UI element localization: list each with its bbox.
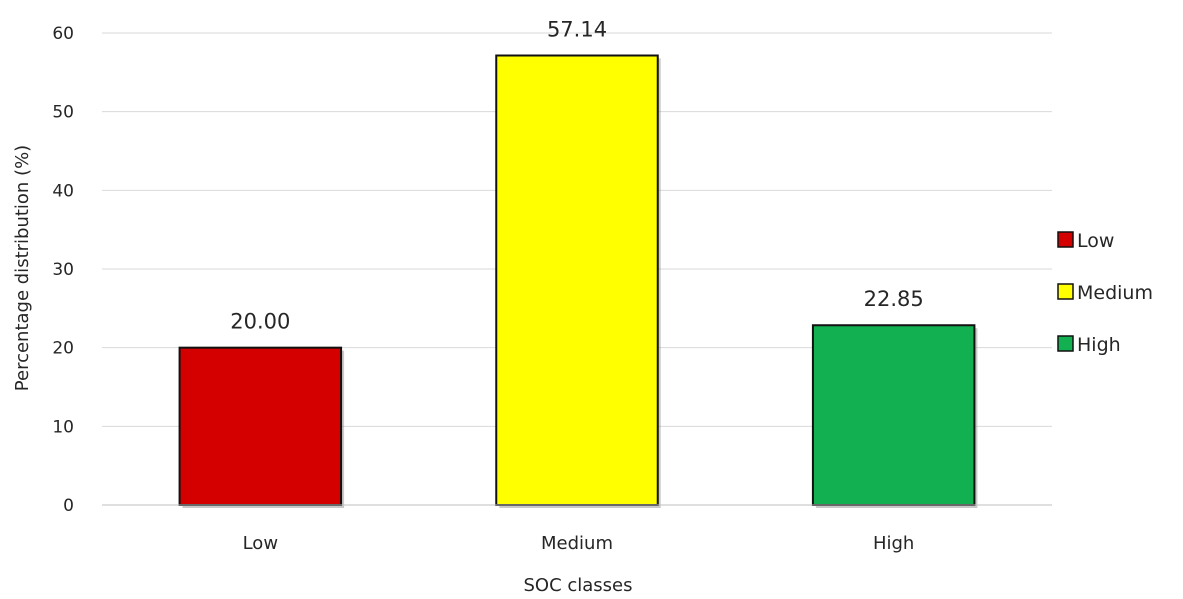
x-axis-categories: Low Medium High [243,533,915,554]
legend-swatch-low [1057,231,1074,248]
data-label-high: 22.85 [864,287,924,311]
legend-label-medium: Medium [1077,282,1153,304]
y-tick-label: 10 [52,417,74,437]
bar-low [178,346,343,506]
legend-label-low: Low [1077,230,1114,252]
y-tick-label: 20 [52,339,74,359]
y-tick-label: 0 [63,496,74,516]
bar-high [811,324,976,506]
x-tick-label-high: High [873,533,914,554]
y-tick-label: 60 [52,24,74,44]
data-labels: 20.00 57.14 22.85 [230,17,923,333]
y-axis-title: Percentage distribution (%) [12,145,33,391]
legend-label-high: High [1077,334,1121,356]
legend-swatch-medium [1057,283,1074,300]
x-tick-label-low: Low [243,533,278,554]
y-tick-label: 50 [52,103,74,123]
bar-medium [495,54,659,507]
legend: Low Medium High [1057,230,1153,356]
x-tick-label-medium: Medium [541,533,613,554]
y-tick-label: 30 [52,260,74,280]
legend-swatch-high [1057,335,1074,352]
bars [178,54,978,509]
y-axis-ticks: 0 10 20 30 40 50 60 [52,24,74,516]
data-label-low: 20.00 [230,310,290,334]
y-tick-label: 40 [52,181,74,201]
x-axis-title: SOC classes [523,575,632,595]
data-label-medium: 57.14 [547,17,607,41]
